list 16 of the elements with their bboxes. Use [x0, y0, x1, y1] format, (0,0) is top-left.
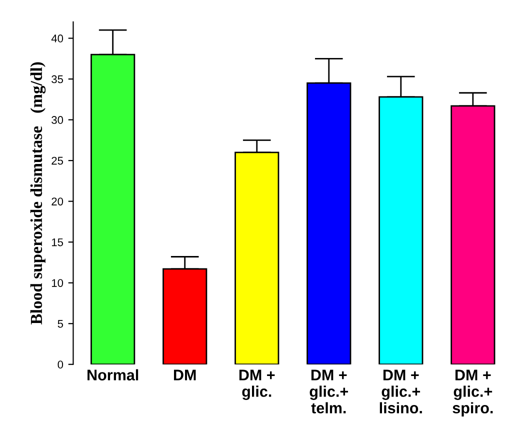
y-tick-label: 25: [52, 156, 64, 165]
y-tick-label: 15: [52, 238, 64, 246]
x-tick-label: DM + glic.: [239, 370, 275, 400]
x-tick-label: Normal: [88, 369, 138, 380]
y-tick-label: 35: [52, 75, 64, 84]
x-tick-label: DM + glic.+ spiro.: [452, 370, 493, 416]
y-tick-label: 30: [52, 116, 64, 124]
y-axis-title: Blood superoxide dismutase (mg/dl): [30, 62, 46, 324]
y-tick-label: 40: [51, 34, 64, 42]
y-tick-label: 10: [52, 279, 64, 287]
y-tick-label: 20: [52, 198, 64, 206]
x-tick-label: DM + glic.+ telm.: [310, 370, 348, 414]
x-tick-label: DM: [174, 370, 196, 380]
y-tick-label: 0: [58, 360, 64, 369]
y-tick-label: 5: [58, 320, 64, 328]
x-tick-label: DM + glic.+ lisino.: [380, 370, 422, 414]
